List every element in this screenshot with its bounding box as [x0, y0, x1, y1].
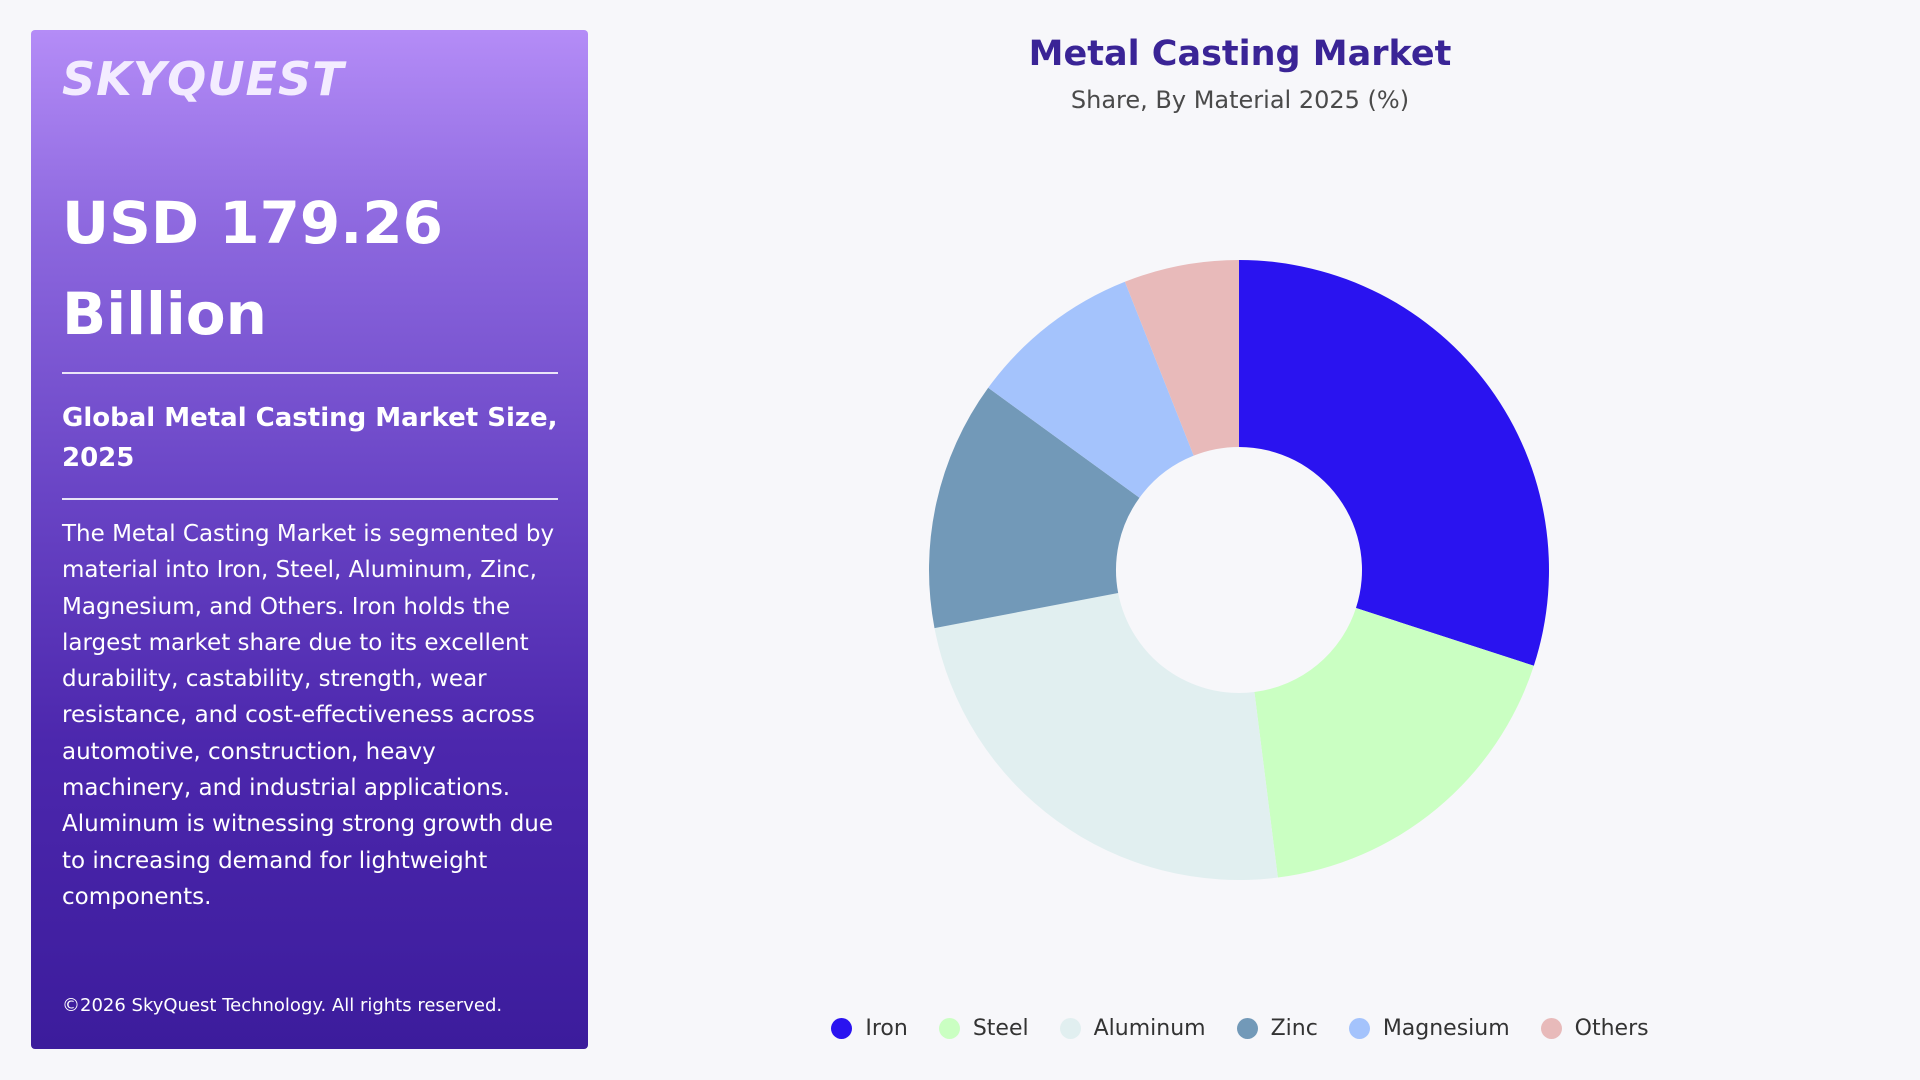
legend-item-zinc: Zinc — [1236, 1016, 1318, 1041]
legend-swatch — [1059, 1018, 1081, 1039]
legend-label: Zinc — [1270, 1016, 1318, 1041]
divider — [62, 498, 558, 500]
legend-swatch — [1540, 1018, 1562, 1039]
donut-slice-iron — [1239, 260, 1549, 666]
donut-slice-magnesium — [988, 281, 1194, 498]
legend-label: Magnesium — [1382, 1016, 1510, 1041]
market-size-value: USD 179.26 Billion — [62, 189, 444, 348]
chart-title: Metal Casting Market — [1028, 34, 1452, 74]
legend-label: Steel — [972, 1016, 1029, 1041]
legend-swatch — [938, 1018, 960, 1039]
donut-slice-zinc — [929, 387, 1140, 629]
legend-item-others: Others — [1540, 1016, 1649, 1041]
donut-chart — [929, 260, 1549, 880]
donut-slice-aluminum — [934, 593, 1278, 880]
skyquest-logo: SKYQUEST — [62, 52, 345, 106]
copyright-notice: ©2026 SkyQuest Technology. All rights re… — [62, 995, 503, 1016]
legend-item-aluminum: Aluminum — [1059, 1016, 1206, 1041]
chart-subtitle: Share, By Material 2025 (%) — [1070, 86, 1410, 114]
market-size-caption: Global Metal Casting Market Size, 2025 — [62, 403, 558, 473]
legend-item-steel: Steel — [938, 1016, 1029, 1041]
chart-legend: Iron Steel Aluminum Zinc Magnesium Others — [640, 1016, 1840, 1041]
donut-slice-steel — [1254, 608, 1534, 878]
market-description: The Metal Casting Market is segmented by… — [62, 521, 555, 910]
legend-item-iron: Iron — [831, 1016, 908, 1041]
legend-swatch — [1236, 1018, 1258, 1039]
info-panel: SKYQUEST USD 179.26 Billion Global Metal… — [31, 30, 588, 1049]
legend-label: Aluminum — [1093, 1016, 1206, 1041]
legend-label: Iron — [865, 1016, 908, 1041]
legend-item-magnesium: Magnesium — [1348, 1016, 1510, 1041]
legend-label: Others — [1574, 1016, 1649, 1041]
legend-swatch — [831, 1018, 853, 1039]
legend-swatch — [1348, 1018, 1370, 1039]
donut-slice-others — [1124, 260, 1239, 456]
divider — [62, 372, 558, 374]
